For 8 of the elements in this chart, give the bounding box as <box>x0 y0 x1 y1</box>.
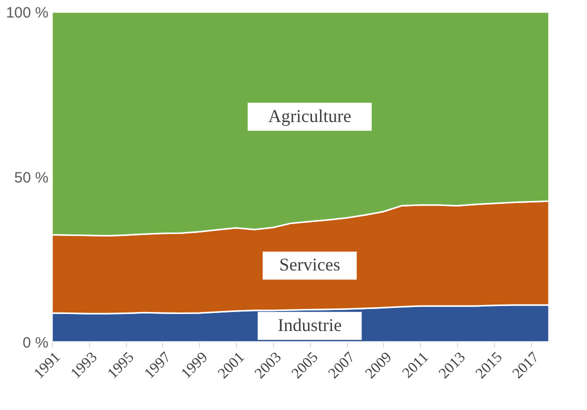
series-label: Agriculture <box>268 106 352 126</box>
y-tick-label: 0 % <box>22 334 48 352</box>
x-tick-label: 1991 <box>31 350 64 382</box>
series-label: Industrie <box>278 314 342 335</box>
y-tick-label: 50 % <box>14 170 48 186</box>
y-tick-label: 100 % <box>6 4 48 22</box>
series-label: Services <box>279 254 340 275</box>
x-tick-label: 2011 <box>400 350 432 382</box>
